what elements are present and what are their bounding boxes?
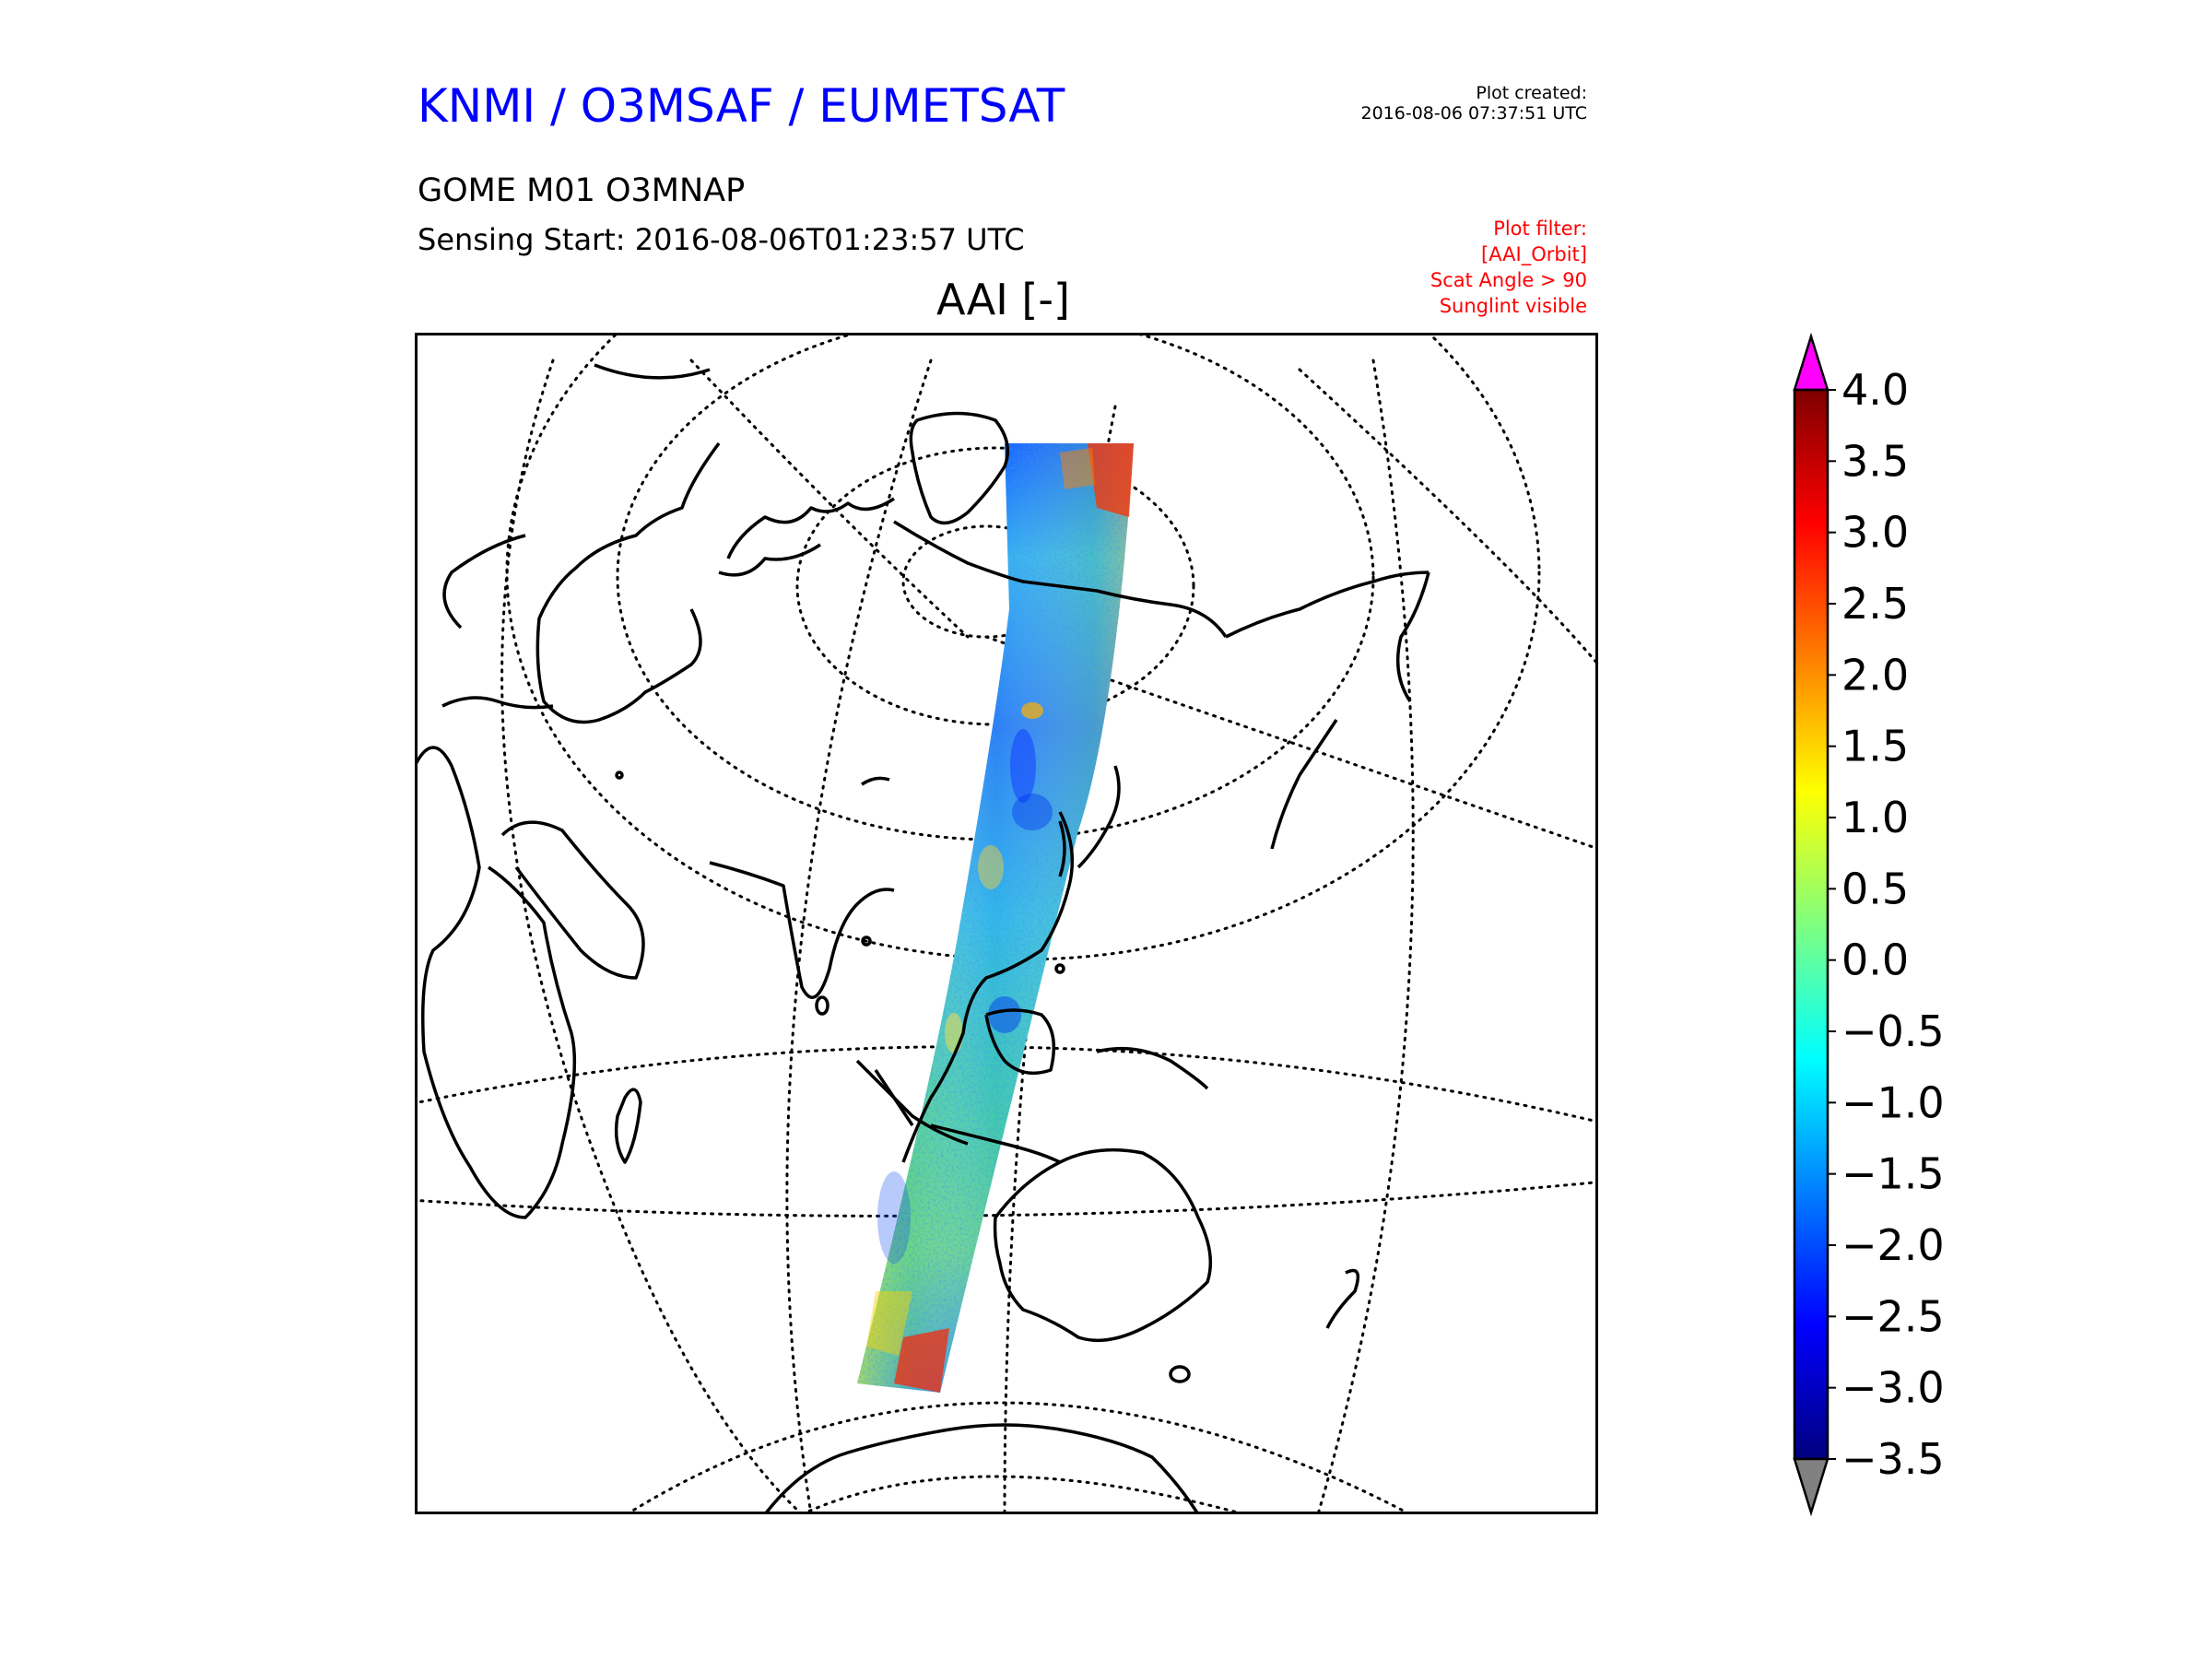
colorbar-tick-label: −1.5	[1841, 1149, 1945, 1199]
colorbar-tick-label: 4.0	[1841, 365, 1909, 415]
org-title: KNMI / O3MSAF / EUMETSAT	[418, 79, 1065, 133]
colorbar: 4.0 3.5 3.0 2.5 2.0 1.5 1.0 0.5 0.0 −0.5 −1.0 −1.5 −…	[1793, 332, 1945, 1517]
coastlines	[418, 363, 1430, 1512]
plot-filter-sunglint: Sunglint visible	[1439, 295, 1587, 317]
plot-created-time: 2016-08-06 07:37:51 UTC	[1360, 103, 1588, 124]
colorbar-tick-label: −3.0	[1841, 1363, 1945, 1413]
aai-swath	[857, 443, 1134, 1393]
colorbar-ticks: 4.0 3.5 3.0 2.5 2.0 1.5 1.0 0.5 0.0 −0.5 −1.0 −1.5 −…	[1828, 365, 1945, 1484]
colorbar-tick-label: 3.0	[1841, 508, 1909, 558]
map-panel	[415, 333, 1598, 1514]
product-name: GOME M01 O3MNAP	[418, 172, 746, 209]
colorbar-tick-label: 3.5	[1841, 436, 1909, 486]
colorbar-gradient	[1793, 388, 1830, 1461]
colorbar-tick-label: −0.5	[1841, 1006, 1945, 1056]
colorbar-tick-label: 1.0	[1841, 793, 1909, 842]
map-frame	[415, 333, 1598, 1514]
map-title: AAI [-]	[936, 275, 1070, 324]
plot-filter-label: Plot filter:	[1493, 218, 1587, 240]
colorbar-extend-max	[1793, 332, 1830, 392]
colorbar-tick-label: −2.5	[1841, 1291, 1945, 1341]
colorbar-tick-label: −2.0	[1841, 1220, 1945, 1270]
colorbar-tick-label: 2.5	[1841, 579, 1909, 629]
colorbar-tick-label: 0.0	[1841, 935, 1909, 985]
colorbar-tick-label: −3.5	[1841, 1434, 1945, 1484]
colorbar-tick-label: −1.0	[1841, 1077, 1945, 1127]
colorbar-tick-label: 2.0	[1841, 650, 1909, 700]
colorbar-extend-min	[1793, 1457, 1830, 1517]
colorbar-tick-label: 0.5	[1841, 864, 1909, 913]
plot-filter-scat-angle: Scat Angle > 90	[1430, 269, 1587, 291]
colorbar-tick-label: 1.5	[1841, 722, 1909, 771]
plot-created-label: Plot created:	[1476, 83, 1587, 103]
sensing-start: Sensing Start: 2016-08-06T01:23:57 UTC	[418, 222, 1025, 257]
plot-filter-orbit: [AAI_Orbit]	[1481, 243, 1587, 265]
